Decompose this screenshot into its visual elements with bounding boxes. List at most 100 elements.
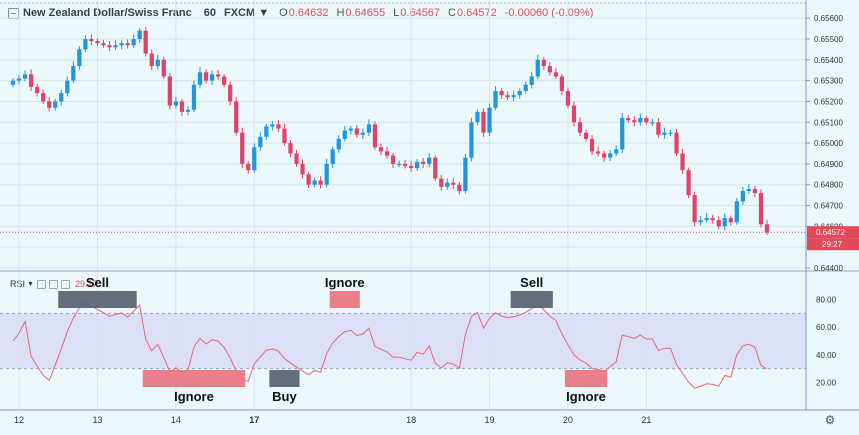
close-value: 0.64572 xyxy=(457,7,497,19)
high-value: 0.64655 xyxy=(345,7,386,19)
candle xyxy=(758,193,764,225)
rsi-label[interactable]: RSI xyxy=(10,279,26,289)
candle xyxy=(445,182,450,187)
ignore-label: Ignore xyxy=(325,275,365,290)
rsi-line xyxy=(12,302,768,389)
candle xyxy=(686,170,691,196)
candle xyxy=(463,157,468,191)
candle xyxy=(77,49,82,67)
candle xyxy=(318,180,323,185)
price-tick-label: 0.65300 xyxy=(814,77,843,86)
ignore-label: Ignore xyxy=(174,389,214,404)
symbol-header: New Zealand Dollar/Swiss Franc 60 FXCM ▼… xyxy=(8,5,601,21)
candle xyxy=(282,128,287,144)
candle xyxy=(746,188,751,191)
candle xyxy=(228,84,233,102)
candle xyxy=(493,91,498,108)
price-tick-label: 0.64700 xyxy=(814,202,843,211)
candle xyxy=(89,38,94,42)
candle xyxy=(511,95,516,98)
time-tick-label: 20 xyxy=(563,415,573,425)
candle xyxy=(565,91,571,106)
candle xyxy=(475,111,480,123)
candle xyxy=(71,66,76,81)
candle xyxy=(662,132,667,135)
low-label: L xyxy=(393,7,400,19)
time-tick-label: 21 xyxy=(641,415,651,425)
candle xyxy=(535,59,540,77)
candle xyxy=(107,45,112,48)
open-value: 0.64632 xyxy=(288,7,329,19)
last-price-text: 0.64572 xyxy=(816,228,845,237)
rsi-layer xyxy=(12,302,768,389)
rsi-value: 29.17 xyxy=(74,279,98,289)
candle xyxy=(360,132,365,135)
candle xyxy=(222,76,227,85)
rsi-band xyxy=(0,313,806,369)
high-label: H xyxy=(336,7,345,19)
close-icon[interactable] xyxy=(60,279,70,289)
candle xyxy=(457,184,462,191)
settings-icon[interactable] xyxy=(48,279,58,289)
candle xyxy=(16,78,22,81)
candle xyxy=(752,188,758,194)
candle xyxy=(366,124,371,133)
chevron-down-icon: ▼ xyxy=(258,7,270,19)
candle xyxy=(378,147,384,152)
candle xyxy=(306,174,311,185)
time-tick-label: 14 xyxy=(171,415,181,425)
candle xyxy=(451,182,456,185)
candle xyxy=(722,218,727,227)
countdown-text: 29:27 xyxy=(822,240,843,249)
candle xyxy=(83,38,88,50)
candle xyxy=(409,165,414,169)
candle xyxy=(734,201,739,223)
annotations-layer: Sell Ignore Buy Ignore Sell Ignore xyxy=(58,275,608,404)
chevron-down-icon[interactable]: ▼ xyxy=(27,280,34,288)
rsi-tick-label: 60.00 xyxy=(816,323,837,332)
candle xyxy=(234,101,239,133)
sell-label: Sell xyxy=(86,275,109,290)
timeframe[interactable]: 60 xyxy=(203,7,216,19)
candle xyxy=(258,136,263,148)
buy-label: Buy xyxy=(272,389,297,404)
candle xyxy=(402,163,408,166)
candle xyxy=(469,122,474,158)
candle xyxy=(22,74,28,79)
candle xyxy=(330,149,335,164)
candle xyxy=(421,161,426,164)
symbol-name[interactable]: New Zealand Dollar/Swiss Franc xyxy=(23,7,192,19)
candle xyxy=(716,220,721,227)
candle xyxy=(288,143,293,154)
gear-icon[interactable]: ⚙ xyxy=(825,413,836,427)
candle xyxy=(626,118,631,121)
candle xyxy=(427,157,432,164)
price-tick-label: 0.65100 xyxy=(814,118,843,127)
candle xyxy=(95,41,100,44)
candle xyxy=(553,72,558,77)
candle xyxy=(595,151,601,154)
candle xyxy=(505,95,510,98)
candle xyxy=(203,72,209,81)
candle xyxy=(547,66,552,73)
rsi-tick-label: 80.00 xyxy=(816,296,837,305)
candle xyxy=(541,59,546,67)
candle xyxy=(137,30,142,39)
candle xyxy=(577,122,583,133)
close-label: C xyxy=(448,7,456,19)
exchange-selector[interactable]: FXCM ▼ xyxy=(223,7,270,19)
candle xyxy=(692,195,697,223)
candle xyxy=(47,101,52,108)
rsi-legend: RSI ▼ 29.17 xyxy=(10,279,97,289)
candle xyxy=(523,84,528,92)
time-tick-label: 13 xyxy=(92,415,102,425)
candle xyxy=(529,76,534,85)
candle xyxy=(125,43,130,46)
rsi-tick-label: 40.00 xyxy=(816,351,837,360)
candle xyxy=(656,122,661,135)
candle xyxy=(487,107,492,133)
eye-icon[interactable] xyxy=(36,279,46,289)
